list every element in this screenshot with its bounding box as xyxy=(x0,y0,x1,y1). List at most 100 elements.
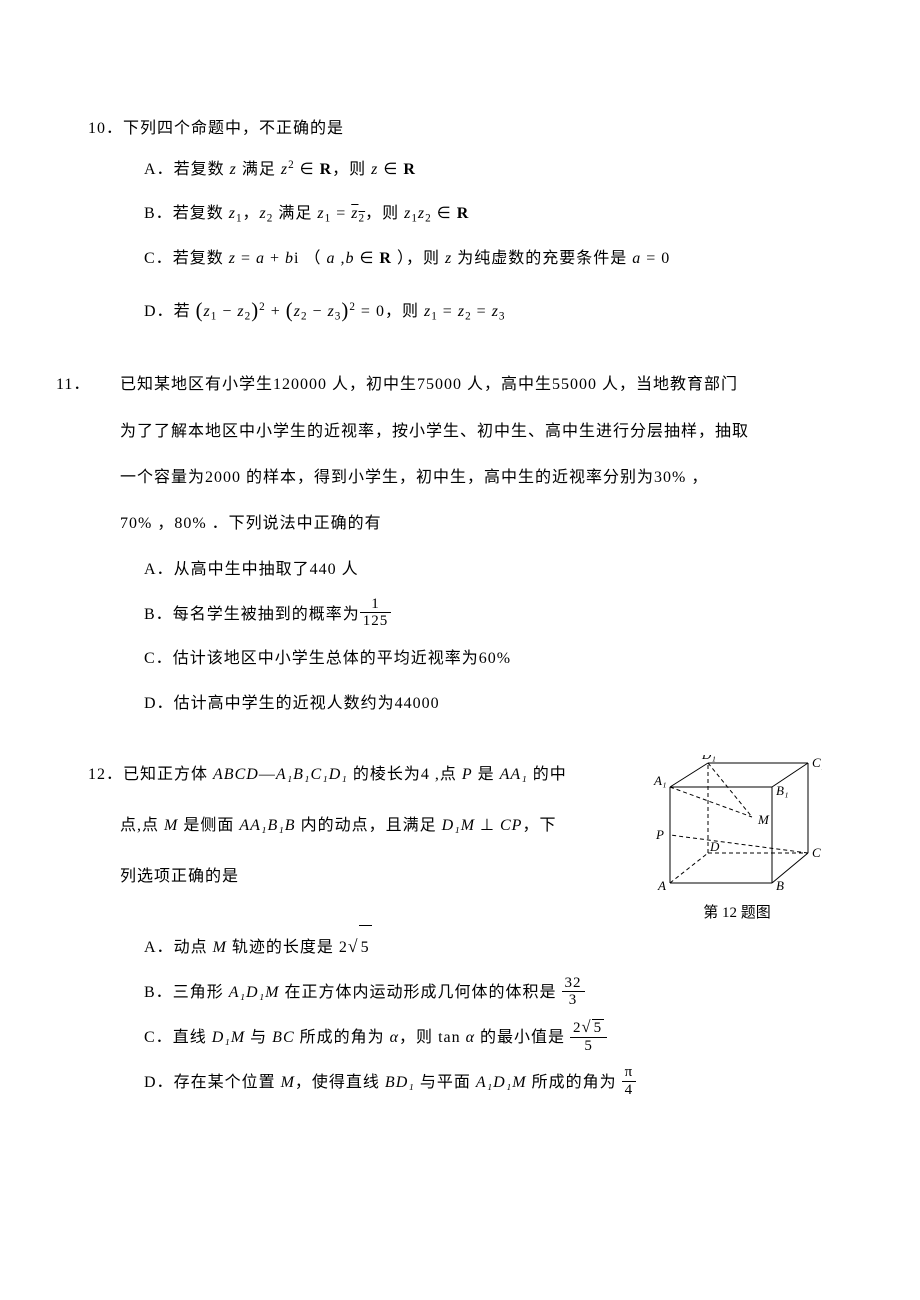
lparen: ( xyxy=(196,299,204,322)
text: 若 xyxy=(174,303,196,320)
q11-options: A．从高中生中抽取了440 人 B．每名学生被抽到的概率为1125 C．估计该地… xyxy=(88,548,832,727)
option-label-b: B． xyxy=(144,606,173,623)
subscript: 1 xyxy=(411,213,418,225)
var-alpha: α xyxy=(466,1029,475,1046)
text: ），则 xyxy=(392,250,445,267)
equals-zero: = 0 xyxy=(641,250,670,267)
option-label-a: A． xyxy=(144,161,174,178)
set-R: R xyxy=(320,161,333,178)
option-label-c: C． xyxy=(144,250,173,267)
svg-text:P: P xyxy=(655,827,664,842)
subscript: 2 xyxy=(465,310,472,322)
numerator: 32 xyxy=(562,975,585,993)
var-z1: z xyxy=(229,205,236,222)
set-R: R xyxy=(403,161,416,178)
dash: ― xyxy=(259,766,276,783)
numerator: π xyxy=(622,1064,637,1082)
text: ，下 xyxy=(522,817,556,834)
text: 内的动点，且满足 xyxy=(296,817,442,834)
q11-number: 11． xyxy=(88,362,120,408)
q11-option-b: B．每名学生被抽到的概率为1125 xyxy=(144,593,832,638)
equals-zero: = 0 xyxy=(356,303,385,320)
equals: = xyxy=(236,250,256,267)
radicand: 5 xyxy=(359,925,372,971)
q11-stem: 11．已知某地区有小学生120000 人，初中生75000 人，高中生55000… xyxy=(88,362,832,548)
q11-stem-line3: 一个容量为2000 的样本，得到小学生，初中生，高中生的近视率分别为30% ， xyxy=(120,469,708,486)
var-a: a xyxy=(256,250,265,267)
svg-text:D₁: D₁ xyxy=(701,755,716,762)
math: ABCD xyxy=(213,766,259,783)
q11-option-d: D．估计高中学生的近视人数约为44000 xyxy=(144,682,832,727)
option-label-a: A． xyxy=(144,939,174,956)
var-a: a xyxy=(632,250,641,267)
q12-stem-line3: 列选项正确的是 xyxy=(88,851,642,902)
element-of: ∈ xyxy=(432,205,457,222)
var-M: M xyxy=(164,817,178,834)
option-label-d: D． xyxy=(144,303,174,320)
svg-text:B₁: B₁ xyxy=(776,783,788,798)
fraction: π4 xyxy=(622,1064,637,1098)
exponent: 2 xyxy=(259,301,266,313)
math: CP xyxy=(500,817,522,834)
text: 所成的角为 xyxy=(527,1074,622,1091)
q12-number: 12． xyxy=(88,749,123,800)
question-12: 12．已知正方体 ABCD―A₁B₁C₁D₁ 的棱长为4 ,点 P 是 AA₁ … xyxy=(88,749,832,1106)
q11-option-c: C．估计该地区中小学生总体的平均近视率为60% xyxy=(144,637,832,682)
radicand: 5 xyxy=(592,1019,605,1037)
option-label-d: D． xyxy=(144,695,174,712)
text: ，则 xyxy=(365,205,404,222)
math: BC xyxy=(272,1029,294,1046)
q12-option-a: A．动点 M 轨迹的长度是 25 xyxy=(144,922,832,971)
q10-stem-text: 下列四个命题中，不正确的是 xyxy=(123,120,344,137)
math: D₁M xyxy=(442,817,475,834)
text: ，则 xyxy=(332,161,371,178)
q10-option-d: D．若 (z1 − z2)2 + (z2 − z3)2 = 0，则 z1 = z… xyxy=(144,282,832,340)
var-z2: z xyxy=(458,303,465,320)
text: 存在某个位置 xyxy=(174,1074,281,1091)
q10-option-c: C．若复数 z = a + bi （ a ,b ∈ R ），则 z 为纯虚数的充… xyxy=(144,237,832,282)
q12-figure: ABCDA₁B₁C₁D₁PM 第 12 题图 xyxy=(642,749,832,922)
q11-optA-text: 从高中生中抽取了440 人 xyxy=(174,561,359,578)
text: 与 xyxy=(245,1029,272,1046)
question-11: 11．已知某地区有小学生120000 人，初中生75000 人，高中生55000… xyxy=(88,362,832,727)
math: D₁M xyxy=(212,1029,245,1046)
var-z2: z xyxy=(237,303,244,320)
math: BD₁ xyxy=(385,1074,415,1091)
q11-optC-text: 估计该地区中小学生总体的平均近视率为60% xyxy=(173,650,511,667)
q12-options: A．动点 M 轨迹的长度是 25 B．三角形 A₁D₁M 在正方体内运动形成几何… xyxy=(88,922,832,1106)
q11-stem-line4: 70% ，80% ．下列说法中正确的有 xyxy=(120,515,382,532)
var-z: z xyxy=(229,250,236,267)
text: 与平面 xyxy=(415,1074,476,1091)
text: 若复数 xyxy=(173,205,229,222)
text: 直线 xyxy=(173,1029,212,1046)
set-R: R xyxy=(457,205,470,222)
sqrt: 5 xyxy=(348,922,372,971)
text: 是 xyxy=(473,766,500,783)
option-label-c: C． xyxy=(144,1029,173,1046)
element-of: ∈ xyxy=(354,250,379,267)
denominator: 125 xyxy=(360,613,392,630)
text: 的中 xyxy=(528,766,567,783)
exponent: 2 xyxy=(288,158,295,170)
var-b: b xyxy=(285,250,294,267)
var-z1: z xyxy=(204,303,211,320)
text: ，使得直线 xyxy=(295,1074,385,1091)
var-z3: z xyxy=(492,303,499,320)
subscript: 3 xyxy=(499,310,506,322)
exponent: 2 xyxy=(349,301,356,313)
var-z2: z xyxy=(294,303,301,320)
math: A₁B₁C₁D₁ xyxy=(276,766,348,783)
option-label-b: B． xyxy=(144,205,173,222)
var-alpha: α xyxy=(390,1029,399,1046)
text: 为纯虚数的充要条件是 xyxy=(452,250,632,267)
coef: 2 xyxy=(339,939,348,956)
math: AA₁ xyxy=(500,766,528,783)
text: 列选项正确的是 xyxy=(120,868,239,885)
vars-ab: a ,b xyxy=(326,250,354,267)
question-10: 10．下列四个命题中，不正确的是 A．若复数 z 满足 z2 ∈ R，则 z ∈… xyxy=(88,110,832,340)
conjugate: z2 xyxy=(351,205,365,222)
svg-text:M: M xyxy=(757,812,770,827)
svg-text:A₁: A₁ xyxy=(653,773,666,788)
q12-stem-line2: 点,点 M 是侧面 AA₁B₁B 内的动点，且满足 D₁M ⊥ CP，下 xyxy=(88,800,642,851)
q12-stem-line1: 12．已知正方体 ABCD―A₁B₁C₁D₁ 的棱长为4 ,点 P 是 AA₁ … xyxy=(88,749,642,800)
